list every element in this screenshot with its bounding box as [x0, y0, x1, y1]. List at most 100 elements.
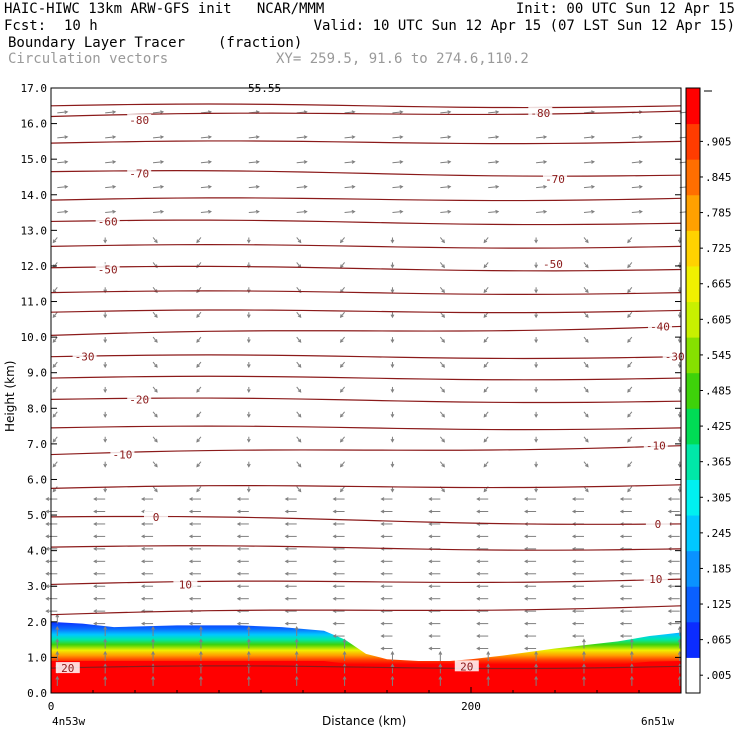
- vector-arrow: [524, 509, 537, 514]
- vector-head: [390, 289, 395, 294]
- vector-arrow: [380, 534, 393, 539]
- isotherm-line: [50, 170, 682, 177]
- vector-arrow: [583, 386, 589, 393]
- vector-arrow: [103, 638, 108, 649]
- vector-arrow: [428, 534, 441, 539]
- vector-arrow: [486, 650, 491, 661]
- vector-head: [534, 339, 538, 344]
- y-tick-label: 1.0: [27, 651, 47, 664]
- circulation-vectors: [45, 110, 691, 686]
- vector-head: [543, 185, 548, 189]
- colorbar-swatch: [686, 301, 700, 338]
- vector-arrow: [236, 596, 249, 601]
- vector-arrow: [339, 336, 345, 343]
- vector-arrow: [534, 237, 538, 244]
- vector-arrow: [153, 160, 165, 164]
- vector-arrow: [332, 509, 345, 514]
- vector-arrow: [57, 160, 69, 164]
- vector-head: [571, 596, 576, 601]
- vector-arrow: [103, 312, 108, 319]
- vector-shaft: [340, 262, 345, 268]
- vector-shaft: [296, 486, 302, 492]
- vector-head: [571, 534, 576, 539]
- vector-arrow: [583, 486, 589, 493]
- vector-arrow: [188, 621, 201, 626]
- isotherm-label: -10: [646, 440, 666, 453]
- vector-arrow: [93, 584, 106, 589]
- vector-arrow: [103, 337, 108, 344]
- vector-head: [196, 488, 200, 493]
- vector-head: [585, 239, 589, 244]
- vector-head: [380, 522, 385, 526]
- vector-arrow: [45, 559, 58, 564]
- vector-head: [93, 584, 98, 589]
- vector-arrow: [583, 336, 589, 343]
- vector-arrow: [344, 110, 356, 115]
- vector-head: [390, 663, 395, 668]
- vector-arrow: [488, 160, 500, 164]
- vector-head: [571, 497, 576, 501]
- isotherm-label: 20: [460, 660, 473, 673]
- vector-head: [483, 264, 488, 269]
- vector-head: [627, 264, 631, 269]
- vector-arrow: [196, 486, 202, 493]
- isotherm-label: -50: [543, 258, 563, 271]
- vector-arrow: [627, 237, 633, 244]
- vector-head: [483, 463, 488, 468]
- vector-shaft: [583, 336, 589, 343]
- vector-head: [303, 185, 308, 189]
- vector-head: [524, 534, 528, 539]
- vector-head: [390, 239, 395, 244]
- vector-arrow: [200, 135, 212, 139]
- vector-shaft: [52, 486, 58, 492]
- vector-arrow: [151, 626, 155, 637]
- vector-head: [332, 559, 337, 564]
- vector-head: [284, 534, 289, 539]
- vector-shaft: [439, 311, 445, 318]
- vector-head: [483, 488, 488, 493]
- isotherm-label: -30: [665, 351, 685, 364]
- vector-head: [619, 534, 624, 539]
- vector-head: [141, 596, 145, 601]
- vector-arrow: [583, 209, 596, 214]
- colorbar-label: .005: [705, 669, 732, 682]
- colorbar-swatch: [686, 123, 700, 160]
- vector-arrow: [332, 596, 345, 601]
- vector-arrow: [52, 336, 58, 343]
- vector-arrow: [103, 626, 108, 637]
- vector-head: [591, 185, 596, 189]
- vector-arrow: [236, 534, 249, 539]
- vector-shaft: [196, 336, 202, 343]
- colorbar-label: .365: [705, 456, 732, 469]
- isotherm-label-bg: [528, 106, 553, 118]
- vector-head: [196, 339, 200, 343]
- vector-shaft: [627, 436, 633, 443]
- vector-shaft: [583, 436, 589, 443]
- x-end-label-right: 6n51w: [641, 715, 674, 728]
- vector-head: [339, 388, 344, 393]
- vector-shaft: [392, 161, 403, 164]
- vector-arrow: [619, 634, 632, 638]
- colorbar-label: .305: [705, 491, 732, 504]
- vector-head: [534, 488, 538, 493]
- vector-head: [399, 209, 404, 214]
- vector-arrow: [488, 209, 500, 214]
- vector-shaft: [627, 411, 633, 418]
- vector-shaft: [57, 136, 68, 139]
- vector-head: [339, 438, 344, 443]
- vector-arrow: [342, 638, 347, 649]
- vector-arrow: [296, 160, 308, 164]
- vector-head: [154, 239, 158, 244]
- vector-head: [428, 596, 433, 601]
- vector-arrow: [188, 522, 201, 526]
- vector-head: [52, 488, 57, 493]
- vector-head: [543, 209, 548, 214]
- vector-arrow: [284, 571, 297, 576]
- vector-arrow: [141, 546, 154, 551]
- vector-arrow: [390, 337, 395, 344]
- isotherm-label-bg: [643, 573, 668, 585]
- vector-shaft: [483, 386, 489, 393]
- vector-arrow: [380, 522, 393, 526]
- vector-head: [476, 509, 481, 514]
- vector-arrow: [200, 160, 212, 164]
